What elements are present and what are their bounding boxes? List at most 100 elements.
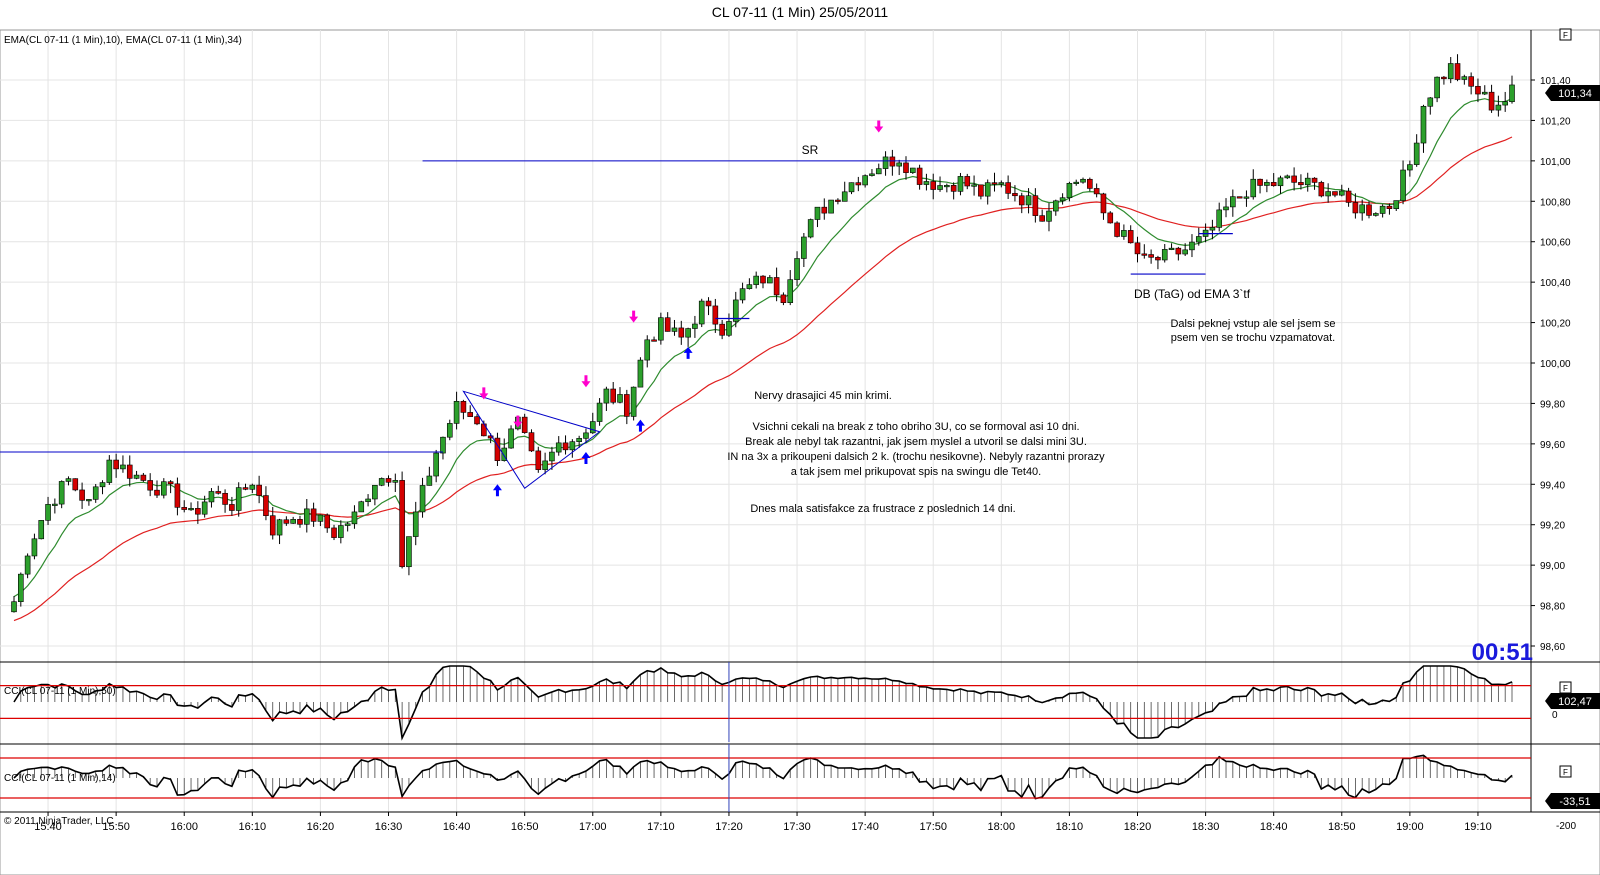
- candle: [1202, 223, 1209, 243]
- candle: [814, 206, 821, 228]
- candle: [419, 477, 426, 518]
- time-tick-label: 17:10: [647, 821, 675, 833]
- candle: [72, 478, 79, 492]
- price-tick-label: 99,60: [1540, 440, 1565, 451]
- candle: [351, 505, 358, 529]
- candle: [1338, 184, 1345, 197]
- candle: [930, 173, 937, 200]
- candle: [1148, 249, 1154, 264]
- cci-line: [13, 754, 1513, 800]
- time-tick-label: 16:40: [443, 821, 471, 833]
- ema-34-line: [13, 136, 1513, 622]
- candle: [841, 181, 848, 202]
- candle: [1427, 97, 1434, 115]
- timer: 00:51: [1472, 639, 1533, 666]
- price-tick-label: 98,80: [1540, 602, 1565, 613]
- candle: [290, 516, 296, 524]
- candle: [651, 336, 657, 342]
- candle: [732, 291, 739, 328]
- candle: [1257, 178, 1263, 194]
- candle: [310, 502, 317, 527]
- panel-format-button-price[interactable]: F: [1559, 28, 1572, 41]
- time-tick-label: 18:00: [988, 821, 1016, 833]
- candle: [324, 513, 331, 533]
- candle: [1461, 74, 1468, 85]
- candle: [712, 298, 719, 333]
- candle: [991, 172, 998, 192]
- candle: [378, 477, 385, 487]
- buy-arrow-icon: [581, 451, 591, 464]
- candle: [215, 485, 222, 495]
- note-center-line-6: a tak jsem mel prikupovat spis na swingu…: [791, 466, 1041, 478]
- candle: [998, 180, 1005, 188]
- time-tick-label: 17:30: [783, 821, 811, 833]
- candle: [1250, 169, 1257, 200]
- candle: [474, 414, 480, 426]
- candle: [45, 496, 51, 525]
- candle: [120, 455, 126, 473]
- candle: [937, 176, 943, 192]
- candle: [957, 172, 964, 196]
- candle: [1264, 179, 1270, 193]
- panel-format-button-cci50[interactable]: F: [1559, 681, 1572, 694]
- candle: [1087, 177, 1093, 192]
- candle: [746, 278, 753, 290]
- candle: [433, 449, 439, 483]
- price-tick-label: 99,20: [1540, 521, 1565, 532]
- candle: [1420, 104, 1427, 153]
- svg-text:-33,51: -33,51: [1559, 796, 1590, 808]
- candle: [658, 312, 664, 345]
- candle: [1018, 192, 1025, 214]
- candle: [610, 382, 617, 405]
- candle: [1059, 193, 1066, 205]
- candle: [1080, 177, 1086, 184]
- candle: [1502, 91, 1508, 112]
- candle: [1386, 203, 1393, 215]
- panel-format-button-cci14[interactable]: F: [1559, 765, 1572, 778]
- candle: [358, 500, 365, 513]
- candle: [1325, 183, 1331, 203]
- price-tick-label: 100,80: [1540, 197, 1571, 208]
- candle: [923, 173, 930, 191]
- candle: [18, 572, 24, 607]
- candle: [1114, 221, 1120, 238]
- candle: [549, 446, 555, 470]
- note-center-line-5: IN na 3x a prikoupeni dalsich 2 k. (troc…: [727, 451, 1105, 463]
- candle: [1345, 187, 1352, 207]
- candle: [1073, 179, 1080, 186]
- candle: [1155, 255, 1161, 270]
- candle: [889, 149, 896, 176]
- candle: [126, 455, 133, 487]
- candle: [1400, 160, 1406, 205]
- svg-text:F: F: [1563, 31, 1568, 40]
- candle: [181, 500, 188, 513]
- time-tick-label: 17:20: [715, 821, 743, 833]
- candle: [263, 486, 269, 521]
- candle: [1168, 243, 1175, 251]
- candle: [167, 480, 174, 494]
- candle: [1407, 160, 1413, 177]
- candle: [835, 198, 841, 205]
- candle: [1509, 75, 1515, 104]
- candle: [1107, 211, 1114, 224]
- candle: [944, 183, 950, 193]
- candle: [229, 496, 235, 516]
- candle: [133, 470, 140, 480]
- svg-text:102,47: 102,47: [1558, 696, 1592, 708]
- candle: [365, 494, 371, 507]
- candle: [617, 387, 623, 404]
- candle: [188, 502, 194, 511]
- note-center-line-3: Vsichni cekali na break z toho obriho 3U…: [752, 421, 1079, 433]
- price-tick-label: 99,00: [1540, 561, 1565, 572]
- svg-text:F: F: [1563, 768, 1568, 777]
- time-tick-label: 16:20: [307, 821, 335, 833]
- candle: [1046, 203, 1052, 232]
- candle: [1052, 199, 1059, 216]
- candle: [760, 275, 766, 289]
- candle: [249, 483, 256, 494]
- time-tick-label: 16:50: [511, 821, 539, 833]
- candle: [603, 386, 610, 411]
- candle: [1413, 134, 1420, 167]
- candle: [1488, 84, 1495, 113]
